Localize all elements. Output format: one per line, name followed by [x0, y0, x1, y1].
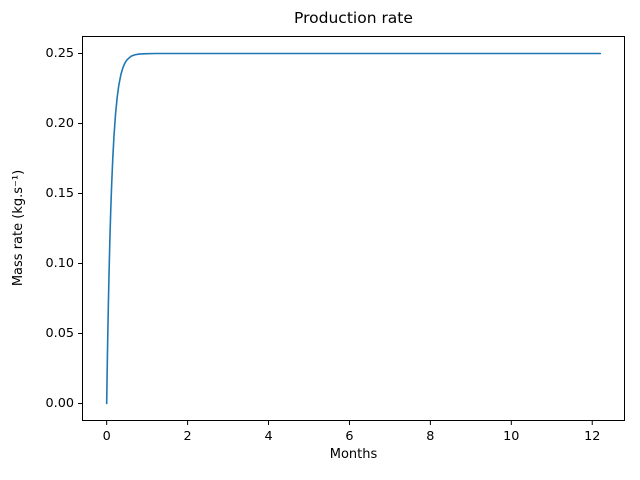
- y-tick-label: 0.15: [45, 186, 75, 201]
- chart-title: Production rate: [294, 9, 413, 27]
- axis-tick-marks: [78, 53, 593, 425]
- y-tick-label: 0.20: [45, 116, 75, 131]
- y-tick-label: 0.10: [45, 256, 75, 271]
- x-tick-label: 2: [183, 429, 192, 444]
- production-rate-line: [105, 52, 602, 405]
- x-tick-label: 8: [426, 429, 435, 444]
- x-tick-label: 10: [503, 429, 520, 444]
- y-tick-label: 0.00: [45, 396, 75, 411]
- y-tick-label: 0.05: [45, 326, 75, 341]
- y-axis-label: Mass rate (kg.s⁻¹): [11, 169, 26, 287]
- x-tick-label: 4: [264, 429, 273, 444]
- y-tick-label: 0.25: [45, 46, 75, 61]
- x-tick-label: 0: [102, 429, 111, 444]
- x-tick-label: 12: [584, 429, 601, 444]
- plot-area: [82, 36, 625, 421]
- x-axis-label: Months: [329, 447, 378, 462]
- x-tick-label: 6: [345, 429, 354, 444]
